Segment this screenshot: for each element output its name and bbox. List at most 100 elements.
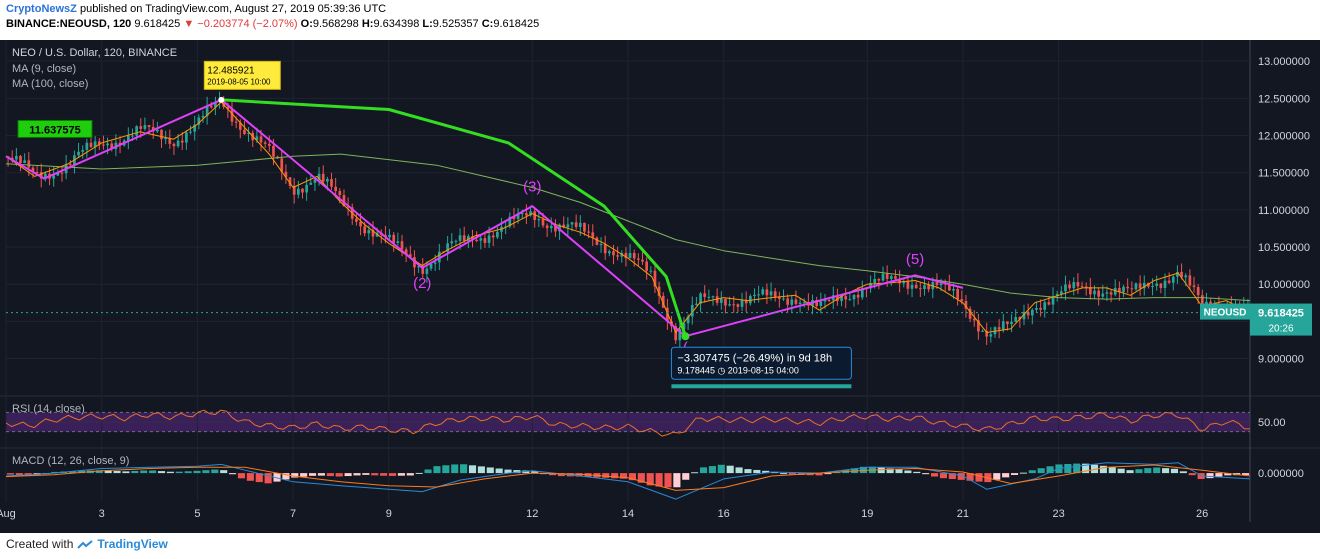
candle-body: [699, 293, 702, 304]
candle-body: [1109, 292, 1113, 295]
last-price-tag: [1250, 303, 1312, 336]
macd-histogram-bar: [673, 473, 681, 488]
legend-ma100: MA (100, close): [12, 78, 88, 90]
candle-body: [637, 258, 640, 260]
candle-body: [910, 284, 914, 289]
candle-body: [180, 140, 184, 143]
candle-body: [512, 216, 516, 219]
candle-body: [408, 254, 412, 258]
candle-body: [458, 235, 462, 241]
high-callout-value: 12.485921: [207, 65, 255, 76]
candle-body: [267, 143, 271, 146]
candle-body: [914, 284, 918, 289]
candle-body: [918, 288, 922, 290]
macd-histogram-bar: [1170, 468, 1179, 474]
price-chart[interactable]: 9.0000009.50000010.00000010.50000011.000…: [0, 40, 1320, 533]
candle-body: [881, 273, 885, 281]
candle-body: [81, 149, 85, 152]
macd-histogram-bar: [1153, 467, 1161, 474]
candle-body: [1051, 296, 1055, 305]
macd-histogram-bar: [762, 470, 770, 474]
macd-histogram-bar: [1188, 473, 1196, 476]
candle-body: [682, 323, 686, 330]
candle-body: [1105, 292, 1109, 294]
candle-body: [1093, 290, 1096, 295]
candle-body: [110, 143, 114, 150]
macd-histogram-bar: [460, 464, 468, 474]
candle-body: [479, 238, 483, 241]
macd-histogram-bar: [877, 467, 885, 474]
candle-body: [666, 307, 669, 322]
signal-line: [5, 464, 1251, 491]
candle-body: [371, 229, 375, 237]
candle-body: [446, 243, 449, 252]
candle-body: [1059, 291, 1063, 295]
candle-body: [753, 294, 756, 297]
candle-body: [400, 241, 404, 250]
candle-body: [732, 304, 736, 306]
candle-body: [607, 251, 611, 254]
x-tick-label: 26: [1196, 508, 1208, 520]
high-label: H:: [361, 18, 374, 30]
macd-histogram-bar: [237, 473, 246, 479]
macd-histogram-bar: [1010, 473, 1019, 476]
macd-histogram-bar: [15, 473, 23, 476]
candle-body: [77, 151, 80, 156]
macd-histogram-bar: [113, 470, 121, 474]
open-value: 9.568298: [312, 18, 359, 30]
y-tick-label: 12.000000: [1258, 131, 1310, 143]
candle-body: [873, 278, 877, 283]
macd-histogram-bar: [682, 473, 690, 480]
macd-histogram-bar: [388, 473, 397, 476]
candle-body: [1047, 302, 1051, 305]
publisher-name[interactable]: CryptoNewsZ: [6, 3, 77, 15]
candle-body: [798, 302, 802, 304]
macd-histogram-bar: [646, 473, 654, 486]
macd-histogram-bar: [211, 469, 219, 474]
candle-body: [1200, 295, 1204, 305]
candle-body: [927, 285, 930, 290]
candle-body: [794, 299, 798, 304]
candle-body: [1001, 321, 1005, 330]
low-value: 9.525357: [432, 18, 479, 30]
macd-histogram-bar: [1126, 470, 1134, 474]
candle-body: [326, 178, 329, 182]
candle-body: [782, 298, 785, 300]
y-tick-label: 10.000000: [1258, 279, 1310, 291]
macd-histogram-bar: [95, 470, 103, 474]
macd-histogram-bar: [548, 473, 557, 476]
candle-body: [106, 143, 109, 146]
candle-body: [985, 330, 989, 337]
candle-body: [1159, 283, 1163, 288]
candle-body: [993, 327, 997, 335]
symbol-tag-label: NEOUSD: [1204, 308, 1247, 319]
candle-body: [160, 129, 163, 140]
candle-body: [1196, 287, 1200, 296]
candle-body: [1130, 288, 1134, 290]
macd-histogram-bar: [1073, 463, 1081, 474]
candle-body: [773, 291, 777, 297]
x-tick-label: 7: [290, 508, 296, 520]
macd-histogram-bar: [468, 465, 477, 474]
tradingview-brand[interactable]: TradingView: [97, 537, 168, 551]
macd-histogram-bar: [939, 473, 947, 479]
candle-body: [1064, 284, 1067, 292]
candle-body: [284, 171, 288, 178]
measure-callout-line2: 9.178445 ◷ 2019-08-15 04:00: [677, 365, 798, 375]
candle-body: [1039, 307, 1042, 310]
candle-body: [396, 241, 400, 243]
symbol-label: BINANCE:NEOUSD, 120: [6, 18, 132, 30]
candle-body: [359, 221, 362, 227]
candle-body: [645, 261, 649, 271]
candle-body: [1089, 286, 1092, 295]
created-with-label: Created with: [6, 537, 74, 551]
macd-histogram-bar: [300, 473, 308, 477]
candle-body: [1072, 282, 1076, 289]
candle-body: [537, 219, 541, 221]
candle-body: [462, 235, 466, 241]
candle-body: [238, 122, 242, 130]
macd-histogram-bar: [140, 470, 148, 474]
macd-histogram-bar: [966, 473, 974, 481]
candle-body: [769, 291, 773, 296]
candle-body: [533, 211, 537, 220]
